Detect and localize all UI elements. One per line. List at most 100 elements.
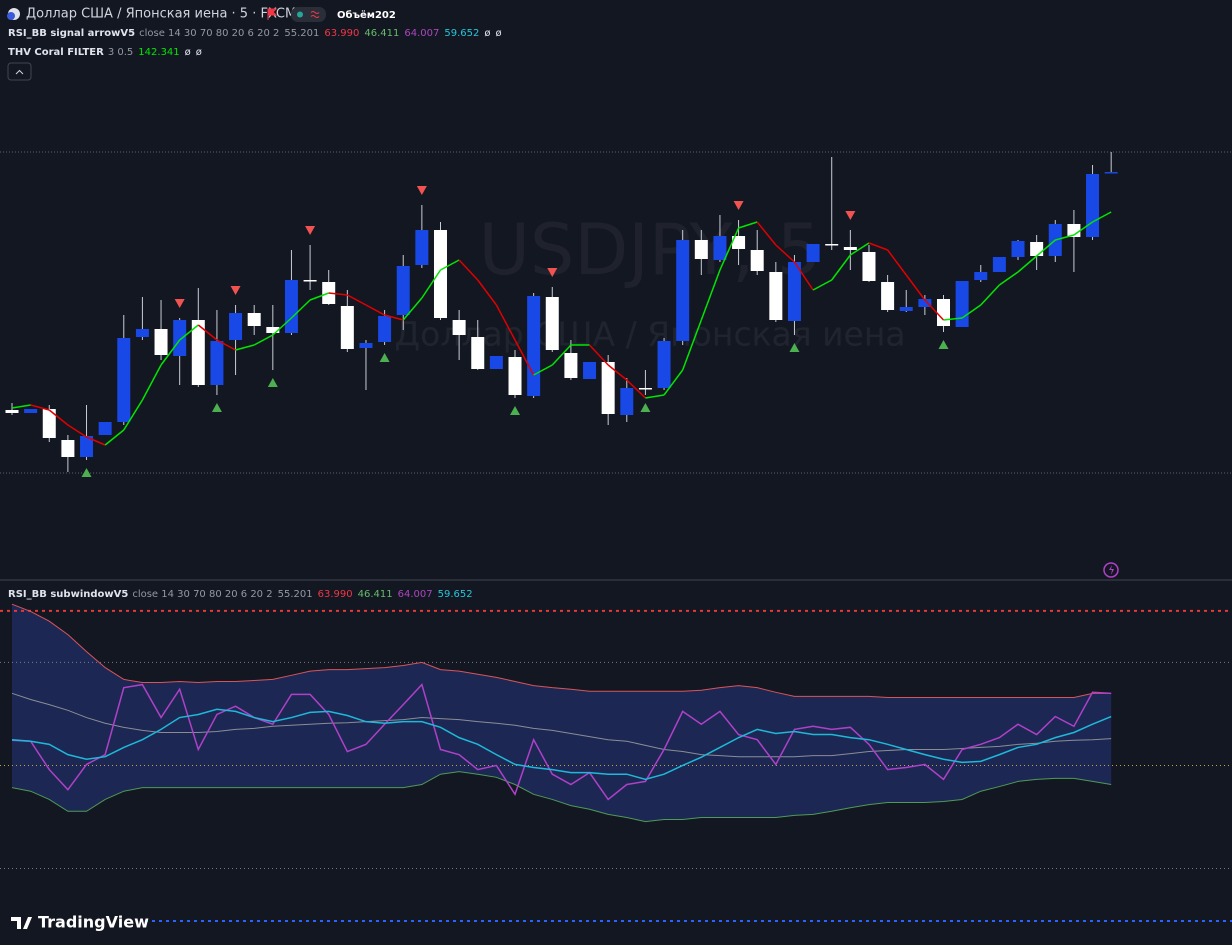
coral-segment [607, 364, 628, 381]
legend: RSI_BB signal arrowV5 close 14 30 70 80 2… [8, 28, 502, 39]
coral-segment [235, 344, 255, 351]
indicator-line [11, 603, 1112, 698]
chevron [15, 69, 24, 75]
legend-extra: ø [484, 28, 490, 39]
candle-body [1086, 174, 1100, 237]
candle-body [527, 296, 541, 396]
legend-value: 63.990 [324, 28, 359, 39]
coral-segment [514, 339, 535, 376]
candle-body [284, 280, 298, 333]
candle-body [191, 320, 205, 385]
coral-segment [179, 324, 199, 341]
alert-icon[interactable] [1103, 562, 1119, 578]
coral-segment [458, 259, 479, 281]
coral-segment [48, 409, 69, 426]
sell-arrow [230, 286, 241, 295]
watermark-description: Доллар США / Японская иена [394, 315, 905, 354]
coral-segment [681, 319, 703, 371]
candle-body [471, 337, 485, 369]
legend-value: 64.007 [398, 589, 433, 600]
coral-segment [831, 254, 851, 281]
coral-segment [793, 261, 814, 291]
coral-segment [141, 364, 162, 401]
coral-segment [402, 297, 423, 321]
coral-segment [104, 429, 125, 446]
coral-segment [961, 304, 982, 319]
coral-segment [346, 294, 367, 306]
sell-arrow [845, 211, 856, 220]
candle-body [359, 343, 373, 348]
status-icon [310, 11, 320, 18]
flag [267, 8, 278, 20]
coral-segment [700, 269, 721, 321]
coral-segment [924, 299, 945, 321]
indicator-line [11, 708, 1112, 781]
coral-segment [998, 271, 1019, 286]
candle-body [303, 280, 317, 282]
candle-body [229, 313, 243, 340]
candle-body [564, 353, 578, 378]
candle-body [154, 329, 168, 355]
candle-body [266, 327, 280, 333]
candle-body [1030, 242, 1044, 256]
candle-body [415, 230, 429, 265]
legend-extra: ø [185, 47, 191, 58]
indicator-line [11, 683, 1112, 801]
legend-name: RSI_BB signal arrowV5 [8, 28, 135, 39]
candle-body [806, 244, 820, 262]
candle-body [937, 299, 950, 326]
candle-body [80, 436, 94, 457]
coral-segment [551, 344, 572, 366]
buy-arrow [510, 406, 521, 415]
coral-segment [775, 244, 795, 263]
coral-segment [1036, 239, 1056, 257]
coral-segment [309, 292, 329, 301]
coral-segment [887, 249, 907, 276]
coral-segment [384, 314, 404, 321]
watermark: USDJPY, 5 Доллар США / Японская иена [394, 209, 905, 353]
candle-body [583, 362, 597, 379]
candle-body [508, 357, 522, 395]
candle-body [787, 262, 801, 321]
legend: THV Coral FILTER 3 0.5 142.341 ø ø [8, 47, 202, 58]
legend-params: 3 0.5 [108, 47, 133, 58]
legend-name: THV Coral FILTER [8, 47, 104, 58]
collapse-button[interactable] [7, 62, 32, 81]
candle-body [601, 362, 615, 414]
candle-body [750, 250, 764, 271]
candle-body [713, 236, 727, 260]
candle-body [452, 320, 466, 335]
coral-segment [495, 304, 516, 341]
candle-body [899, 307, 913, 311]
candle-body [98, 422, 112, 435]
candle-body [210, 341, 224, 385]
legend-value: 59.652 [444, 28, 479, 39]
coral-segment [1073, 221, 1093, 236]
legend-value: 55.201 [278, 589, 313, 600]
coral-segment [11, 404, 31, 409]
candle-body [173, 320, 187, 356]
legend-value: 63.990 [318, 589, 353, 600]
coral-segment [1055, 234, 1075, 241]
legend-params: close 14 30 70 80 20 6 20 2 [132, 589, 272, 600]
candle-body [340, 306, 354, 349]
legend-extra: ø [196, 47, 202, 58]
sell-arrow [547, 268, 558, 277]
candle-body [918, 299, 932, 307]
buy-arrow [81, 468, 92, 477]
candle-body [676, 240, 690, 341]
candle-body [61, 440, 75, 457]
coral-segment [67, 424, 87, 438]
coral-segment [253, 334, 274, 346]
coral-segment [365, 304, 385, 316]
coral-segment [980, 284, 1000, 306]
sell-arrow [733, 201, 744, 210]
legend-value: 142.341 [138, 47, 179, 58]
sell-arrow [416, 186, 427, 195]
legend-value: 55.201 [284, 28, 319, 39]
status-pill[interactable] [291, 7, 326, 22]
candle-body [5, 410, 19, 413]
candle-body [378, 316, 392, 342]
coral-segment [738, 221, 758, 229]
